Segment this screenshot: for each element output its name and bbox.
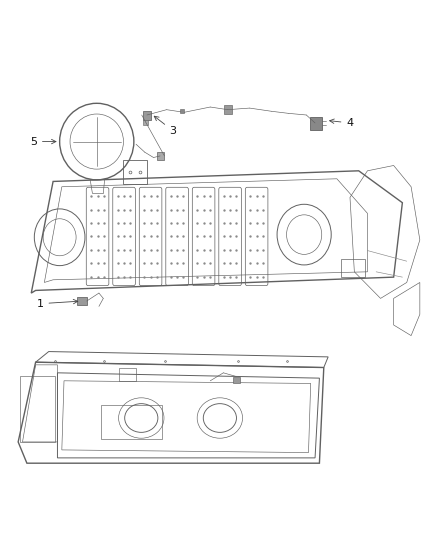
Bar: [156, 152, 164, 160]
Bar: [233, 376, 240, 383]
Bar: [119, 368, 136, 381]
Bar: [143, 120, 148, 125]
Bar: [224, 106, 232, 114]
Bar: [341, 259, 365, 277]
Bar: [123, 160, 147, 184]
Bar: [77, 297, 87, 305]
Text: 5: 5: [30, 136, 56, 147]
Text: 1: 1: [36, 298, 78, 309]
Bar: [101, 405, 162, 439]
Text: 4: 4: [330, 118, 353, 128]
Bar: [310, 117, 322, 130]
Bar: [143, 111, 151, 120]
Bar: [20, 376, 55, 442]
Text: 3: 3: [154, 116, 177, 136]
